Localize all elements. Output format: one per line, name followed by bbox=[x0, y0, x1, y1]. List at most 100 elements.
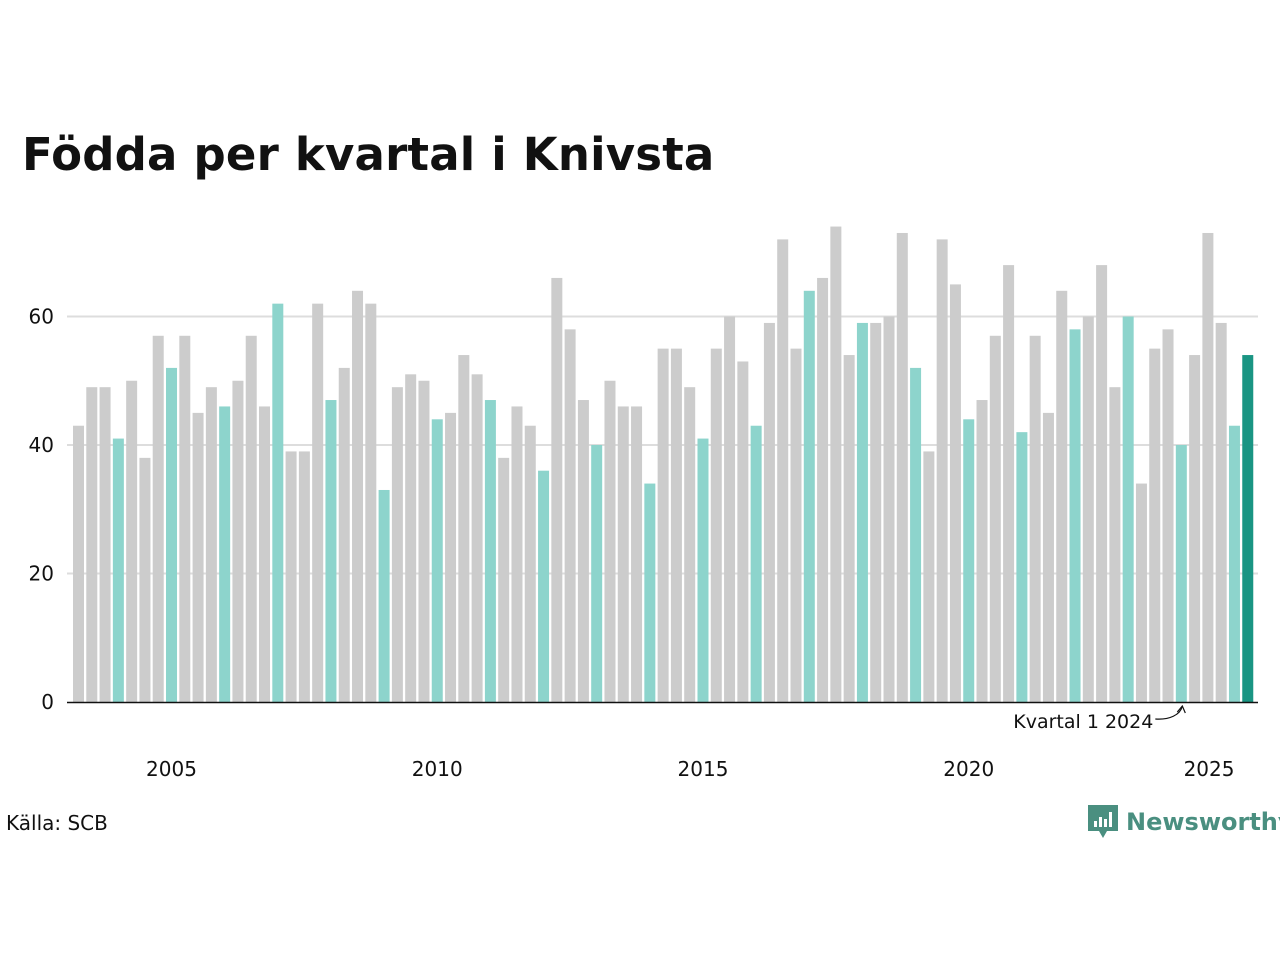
bar-2019-q4 bbox=[949, 284, 961, 703]
bar-2006-q1 bbox=[219, 406, 231, 702]
y-tick-label-0: 0 bbox=[41, 690, 54, 714]
bar-2006-q3 bbox=[245, 335, 257, 702]
bar-2010-q4 bbox=[471, 374, 483, 702]
bar-2005-q1 bbox=[166, 367, 178, 702]
bar-2007-q1 bbox=[272, 303, 284, 702]
bars bbox=[73, 226, 1254, 703]
bar-2007-q3 bbox=[298, 451, 310, 702]
x-tick-label-2025: 2025 bbox=[1184, 757, 1235, 781]
x-tick-label-2010: 2010 bbox=[412, 757, 463, 781]
bar-2025-q1 bbox=[1228, 425, 1240, 702]
bar-2020-q3 bbox=[989, 335, 1001, 702]
bar-2013-q2 bbox=[604, 380, 616, 702]
bar-2024-q1 bbox=[1175, 445, 1187, 702]
annotation-arrowhead bbox=[1176, 704, 1186, 714]
bar-2011-q3 bbox=[511, 406, 523, 702]
bar-2018-q3 bbox=[883, 316, 895, 702]
bar-2014-q3 bbox=[670, 348, 682, 703]
bar-2013-q3 bbox=[617, 406, 629, 702]
bar-2015-q2 bbox=[710, 348, 722, 703]
y-tick-label-20: 20 bbox=[29, 562, 54, 586]
bar-2024-q3 bbox=[1202, 232, 1214, 703]
bar-2009-q2 bbox=[391, 387, 403, 702]
bar-2010-q2 bbox=[445, 412, 457, 703]
bar-2017-q4 bbox=[843, 355, 855, 702]
bar-2019-q2 bbox=[923, 451, 935, 702]
bar-2018-q1 bbox=[856, 322, 868, 702]
bar-chart-icon bbox=[1088, 805, 1118, 838]
bar-2003-q2 bbox=[73, 425, 84, 702]
bar-2012-q1 bbox=[538, 470, 550, 702]
bar-2018-q4 bbox=[896, 232, 908, 703]
y-axis-tick-labels: 0 20 40 60 bbox=[29, 305, 54, 715]
bar-2013-q1 bbox=[591, 445, 603, 702]
bar-2021-q3 bbox=[1042, 412, 1054, 703]
bar-2012-q3 bbox=[564, 329, 576, 702]
bar-2017-q2 bbox=[817, 277, 829, 702]
bar-2007-q2 bbox=[285, 451, 297, 702]
bar-2018-q2 bbox=[870, 322, 882, 702]
bar-2009-q4 bbox=[418, 380, 430, 702]
annotation-label: Kvartal 1 2024 bbox=[1013, 711, 1153, 733]
bar-2016-q4 bbox=[790, 348, 802, 703]
bar-2023-q2 bbox=[1135, 483, 1147, 702]
bar-2015-q3 bbox=[724, 316, 736, 702]
bar-2004-q3 bbox=[139, 457, 151, 702]
bar-2014-q2 bbox=[657, 348, 669, 703]
bar-2009-q1 bbox=[378, 489, 390, 703]
bar-2015-q4 bbox=[737, 361, 749, 702]
bar-2010-q3 bbox=[458, 355, 470, 702]
bar-2008-q3 bbox=[352, 290, 364, 702]
newsworthy-logo: Newsworthy bbox=[1088, 804, 1280, 840]
bar-2023-q3 bbox=[1149, 348, 1161, 703]
bar-2021-q4 bbox=[1056, 290, 1068, 702]
annotation: Kvartal 1 2024 bbox=[1013, 704, 1186, 733]
bar-2024-q4 bbox=[1215, 322, 1227, 702]
bar-2014-q4 bbox=[684, 387, 696, 702]
bar-2023-q4 bbox=[1162, 329, 1174, 702]
bar-2008-q2 bbox=[338, 367, 350, 702]
bar-2012-q2 bbox=[551, 277, 563, 702]
x-tick-label-2005: 2005 bbox=[146, 757, 197, 781]
bar-2025-q2 bbox=[1242, 355, 1254, 702]
bar-2022-q3 bbox=[1096, 265, 1108, 702]
bar-2019-q1 bbox=[910, 367, 922, 702]
bar-2016-q1 bbox=[750, 425, 762, 702]
bar-2022-q2 bbox=[1082, 316, 1094, 702]
bar-2012-q4 bbox=[577, 400, 589, 702]
bar-2004-q1 bbox=[112, 438, 124, 702]
bar-2023-q1 bbox=[1122, 316, 1134, 702]
y-tick-label-60: 60 bbox=[29, 305, 54, 329]
bar-2016-q3 bbox=[777, 239, 789, 702]
bar-2024-q2 bbox=[1189, 355, 1201, 702]
bar-2008-q1 bbox=[325, 400, 337, 702]
x-axis-tick-labels: 2005 2010 2015 2020 2025 bbox=[146, 757, 1234, 781]
bar-2014-q1 bbox=[644, 483, 656, 702]
bar-2003-q4 bbox=[99, 387, 111, 702]
y-tick-label-40: 40 bbox=[29, 433, 54, 457]
bar-2005-q2 bbox=[179, 335, 191, 702]
annotation-arrow bbox=[1155, 705, 1183, 720]
bar-2021-q1 bbox=[1016, 432, 1028, 702]
bar-2016-q2 bbox=[763, 322, 775, 702]
chart-title: Födda per kvartal i Knivsta bbox=[22, 128, 715, 181]
bar-2010-q1 bbox=[431, 419, 443, 702]
bar-2006-q4 bbox=[259, 406, 271, 702]
bar-2017-q3 bbox=[830, 226, 842, 703]
bar-2011-q1 bbox=[484, 400, 496, 702]
bar-2022-q1 bbox=[1069, 329, 1081, 702]
bar-2020-q4 bbox=[1003, 265, 1015, 702]
bar-2005-q4 bbox=[205, 387, 217, 702]
bar-2004-q4 bbox=[152, 335, 164, 702]
logo-text: Newsworthy bbox=[1126, 808, 1280, 836]
bar-2011-q4 bbox=[524, 425, 536, 702]
bar-2006-q2 bbox=[232, 380, 244, 702]
bar-2005-q3 bbox=[192, 412, 204, 703]
bar-2019-q3 bbox=[936, 239, 948, 702]
bar-2003-q3 bbox=[86, 387, 98, 702]
x-tick-label-2015: 2015 bbox=[678, 757, 729, 781]
bar-2020-q1 bbox=[963, 419, 975, 702]
bar-2008-q4 bbox=[365, 303, 377, 702]
source-label: Källa: SCB bbox=[6, 811, 108, 835]
